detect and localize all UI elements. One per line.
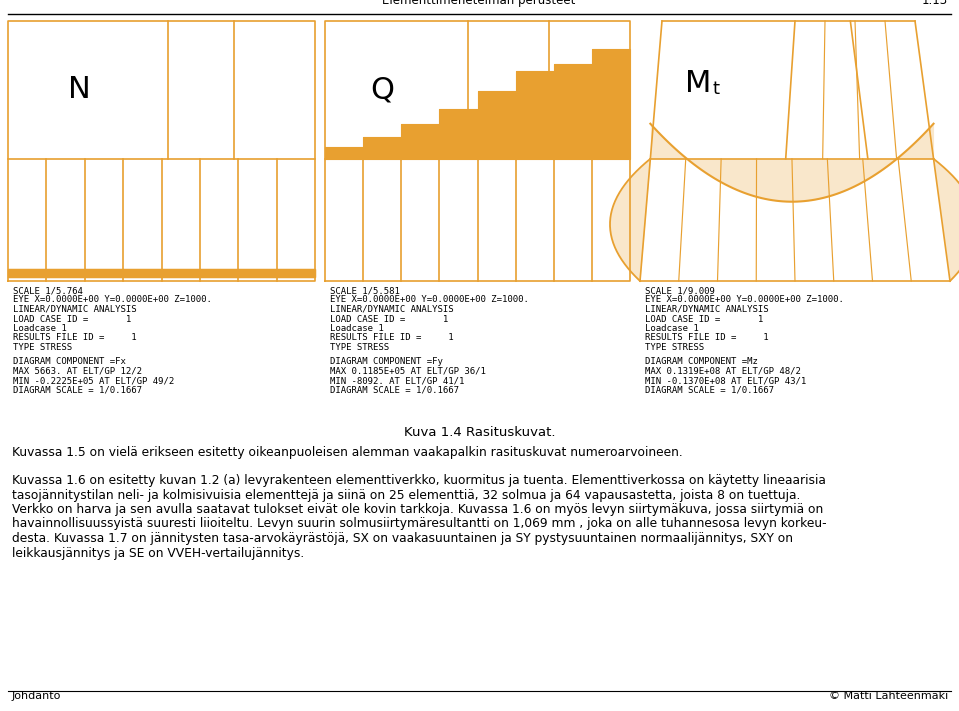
Polygon shape xyxy=(238,269,276,277)
Text: TYPE STRESS: TYPE STRESS xyxy=(13,343,72,352)
Text: DIAGRAM SCALE = 1/0.1667: DIAGRAM SCALE = 1/0.1667 xyxy=(13,386,142,395)
Polygon shape xyxy=(276,269,315,277)
Text: MIN -0.1370E+08 AT ELT/GP 43/1: MIN -0.1370E+08 AT ELT/GP 43/1 xyxy=(645,376,807,385)
Text: Kuvassa 1.5 on vielä erikseen esitetty oikeanpuoleisen alemman vaakapalkin rasit: Kuvassa 1.5 on vielä erikseen esitetty o… xyxy=(12,446,683,459)
Text: LINEAR/DYNAMIC ANALYSIS: LINEAR/DYNAMIC ANALYSIS xyxy=(13,305,136,314)
Text: havainnollisuussyistä suuresti liioiteltu. Levyn suurin solmusiirtymäresultantti: havainnollisuussyistä suuresti liioitelt… xyxy=(12,518,827,530)
Text: MAX 0.1185E+05 AT ELT/GP 36/1: MAX 0.1185E+05 AT ELT/GP 36/1 xyxy=(330,367,486,375)
Text: SCALE 1/9.009: SCALE 1/9.009 xyxy=(645,286,714,295)
Text: N: N xyxy=(68,75,91,105)
Text: Elementtimenetelmän perusteet: Elementtimenetelmän perusteet xyxy=(383,0,575,7)
Polygon shape xyxy=(199,269,238,277)
Text: EYE X=0.0000E+00 Y=0.0000E+00 Z=1000.: EYE X=0.0000E+00 Y=0.0000E+00 Z=1000. xyxy=(13,296,212,304)
Polygon shape xyxy=(553,64,592,159)
Text: 1.13: 1.13 xyxy=(922,0,948,7)
Text: Johdanto: Johdanto xyxy=(12,691,61,701)
Text: Kuvassa 1.6 on esitetty kuvan 1.2 (a) levyrakenteen elementtiverkko, kuormitus j: Kuvassa 1.6 on esitetty kuvan 1.2 (a) le… xyxy=(12,474,826,487)
Text: MIN -8092. AT ELT/GP 41/1: MIN -8092. AT ELT/GP 41/1 xyxy=(330,376,464,385)
Text: leikkausjännitys ja SE on VVEH-vertailujännitys.: leikkausjännitys ja SE on VVEH-vertailuj… xyxy=(12,547,304,560)
Polygon shape xyxy=(123,269,161,277)
Text: tasojännitystilan neli- ja kolmisivuisia elementtejä ja siinä on 25 elementtiä, : tasojännitystilan neli- ja kolmisivuisia… xyxy=(12,488,801,501)
Text: Kuva 1.4 Rasituskuvat.: Kuva 1.4 Rasituskuvat. xyxy=(405,426,556,439)
Text: LINEAR/DYNAMIC ANALYSIS: LINEAR/DYNAMIC ANALYSIS xyxy=(330,305,454,314)
Text: Loadcase 1: Loadcase 1 xyxy=(13,324,67,333)
Text: desta. Kuvassa 1.7 on jännitysten tasa-arvokäyrästöjä, SX on vaakasuuntainen ja : desta. Kuvassa 1.7 on jännitysten tasa-a… xyxy=(12,532,793,545)
Text: Loadcase 1: Loadcase 1 xyxy=(645,324,699,333)
Text: MIN -0.2225E+05 AT ELT/GP 49/2: MIN -0.2225E+05 AT ELT/GP 49/2 xyxy=(13,376,175,385)
Text: MAX 5663. AT ELT/GP 12/2: MAX 5663. AT ELT/GP 12/2 xyxy=(13,367,142,375)
Text: RESULTS FILE ID =     1: RESULTS FILE ID = 1 xyxy=(13,333,136,343)
Text: M: M xyxy=(685,68,712,97)
Text: TYPE STRESS: TYPE STRESS xyxy=(645,343,704,352)
Text: DIAGRAM SCALE = 1/0.1667: DIAGRAM SCALE = 1/0.1667 xyxy=(645,386,774,395)
Text: DIAGRAM COMPONENT =Mz: DIAGRAM COMPONENT =Mz xyxy=(645,357,758,366)
Text: DIAGRAM SCALE = 1/0.1667: DIAGRAM SCALE = 1/0.1667 xyxy=(330,386,459,395)
Polygon shape xyxy=(46,269,84,277)
Text: © Matti Lähteenmäki: © Matti Lähteenmäki xyxy=(829,691,948,701)
Text: Loadcase 1: Loadcase 1 xyxy=(330,324,384,333)
Polygon shape xyxy=(592,49,630,159)
Text: SCALE 1/5.581: SCALE 1/5.581 xyxy=(330,286,400,295)
Text: RESULTS FILE ID =     1: RESULTS FILE ID = 1 xyxy=(330,333,454,343)
Polygon shape xyxy=(439,109,478,159)
Text: LOAD CASE ID =       1: LOAD CASE ID = 1 xyxy=(645,314,763,324)
Text: Q: Q xyxy=(370,75,394,105)
Text: t: t xyxy=(713,80,719,98)
Text: Verkko on harva ja sen avulla saatavat tulokset eivät ole kovin tarkkoja. Kuvass: Verkko on harva ja sen avulla saatavat t… xyxy=(12,503,823,516)
Polygon shape xyxy=(325,146,363,159)
Text: LOAD CASE ID =       1: LOAD CASE ID = 1 xyxy=(13,314,131,324)
Polygon shape xyxy=(8,269,46,277)
Text: DIAGRAM COMPONENT =Fy: DIAGRAM COMPONENT =Fy xyxy=(330,357,443,366)
Polygon shape xyxy=(84,269,123,277)
Text: LOAD CASE ID =       1: LOAD CASE ID = 1 xyxy=(330,314,448,324)
Text: TYPE STRESS: TYPE STRESS xyxy=(330,343,389,352)
Polygon shape xyxy=(161,269,199,277)
Text: EYE X=0.0000E+00 Y=0.0000E+00 Z=1000.: EYE X=0.0000E+00 Y=0.0000E+00 Z=1000. xyxy=(645,296,844,304)
Text: LINEAR/DYNAMIC ANALYSIS: LINEAR/DYNAMIC ANALYSIS xyxy=(645,305,768,314)
Text: MAX 0.1319E+08 AT ELT/GP 48/2: MAX 0.1319E+08 AT ELT/GP 48/2 xyxy=(645,367,801,375)
Text: EYE X=0.0000E+00 Y=0.0000E+00 Z=1000.: EYE X=0.0000E+00 Y=0.0000E+00 Z=1000. xyxy=(330,296,528,304)
Text: RESULTS FILE ID =     1: RESULTS FILE ID = 1 xyxy=(645,333,768,343)
Polygon shape xyxy=(478,91,516,159)
Polygon shape xyxy=(363,137,401,159)
Polygon shape xyxy=(401,124,439,159)
Polygon shape xyxy=(516,71,553,159)
Text: SCALE 1/5.764: SCALE 1/5.764 xyxy=(13,286,82,295)
Text: DIAGRAM COMPONENT =Fx: DIAGRAM COMPONENT =Fx xyxy=(13,357,126,366)
